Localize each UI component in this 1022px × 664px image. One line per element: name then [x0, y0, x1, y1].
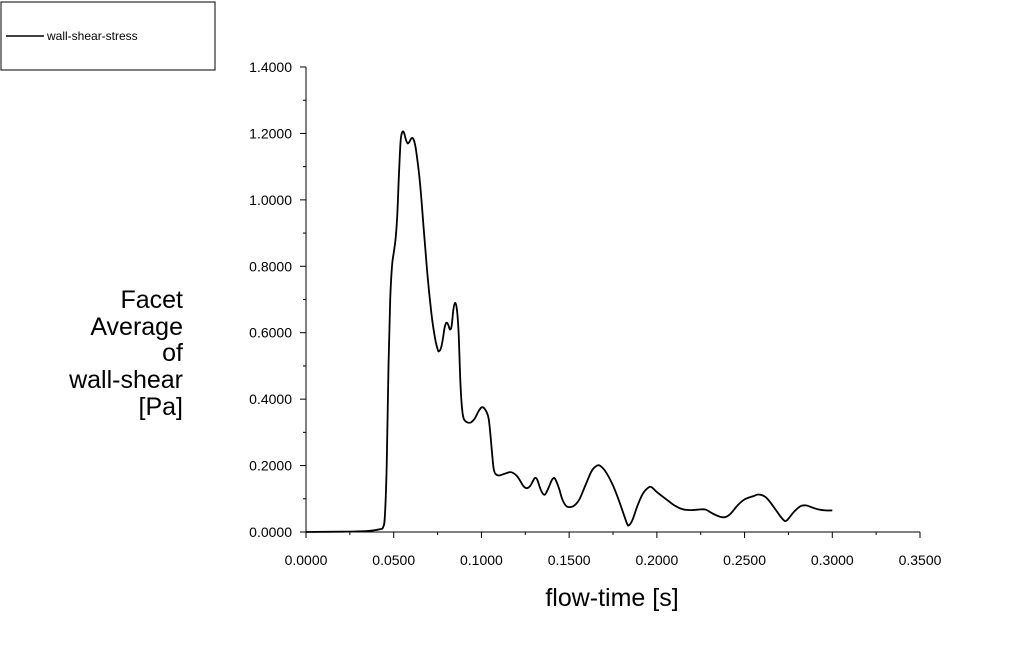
- x-axis-title: flow-time [s]: [545, 584, 678, 612]
- y-tick-label: 0.6000: [249, 325, 292, 341]
- x-tick-label: 0.3500: [899, 552, 942, 568]
- legend: wall-shear-stress: [0, 1, 216, 71]
- y-title-line-2: Average: [90, 313, 183, 341]
- x-tick-label: 0.2000: [635, 552, 678, 568]
- x-tick-label: 0.0500: [372, 552, 415, 568]
- series-line-wall-shear-stress: [305, 130, 833, 533]
- y-title-line-3: of: [162, 339, 183, 367]
- y-title-line-1: Facet: [120, 286, 183, 314]
- y-tick-label: 0.8000: [249, 258, 292, 274]
- y-tick-label: 0.4000: [249, 391, 292, 407]
- x-tick-label: 0.1500: [548, 552, 591, 568]
- y-tick-label: 1.0000: [249, 192, 292, 208]
- y-title-line-5: [Pa]: [139, 393, 183, 421]
- legend-label: wall-shear-stress: [46, 29, 138, 43]
- y-ticks: 0.0000 0.2000 0.4000 0.6000 0.8000 1.0000 1.20…: [249, 59, 306, 540]
- x-tick-label: 0.3000: [811, 552, 854, 568]
- y-tick-label: 1.2000: [249, 125, 292, 141]
- x-tick-label: 0.0000: [285, 552, 328, 568]
- y-tick-label: 0.0000: [249, 524, 292, 540]
- x-tick-label: 0.2500: [723, 552, 766, 568]
- x-ticks: 0.0000 0.0500 0.1000 0.1500 0.2000 0.2500 0.30…: [285, 532, 942, 568]
- axes: 0.0000 0.2000 0.4000 0.6000 0.8000 1.0000 1.20…: [249, 59, 941, 568]
- y-axis-title: Facet Average of wall-shear [Pa]: [68, 286, 183, 421]
- y-title-line-4: wall-shear: [68, 366, 183, 394]
- y-tick-label: 0.2000: [249, 458, 292, 474]
- x-tick-label: 0.1000: [460, 552, 503, 568]
- y-tick-label: 1.4000: [249, 59, 292, 75]
